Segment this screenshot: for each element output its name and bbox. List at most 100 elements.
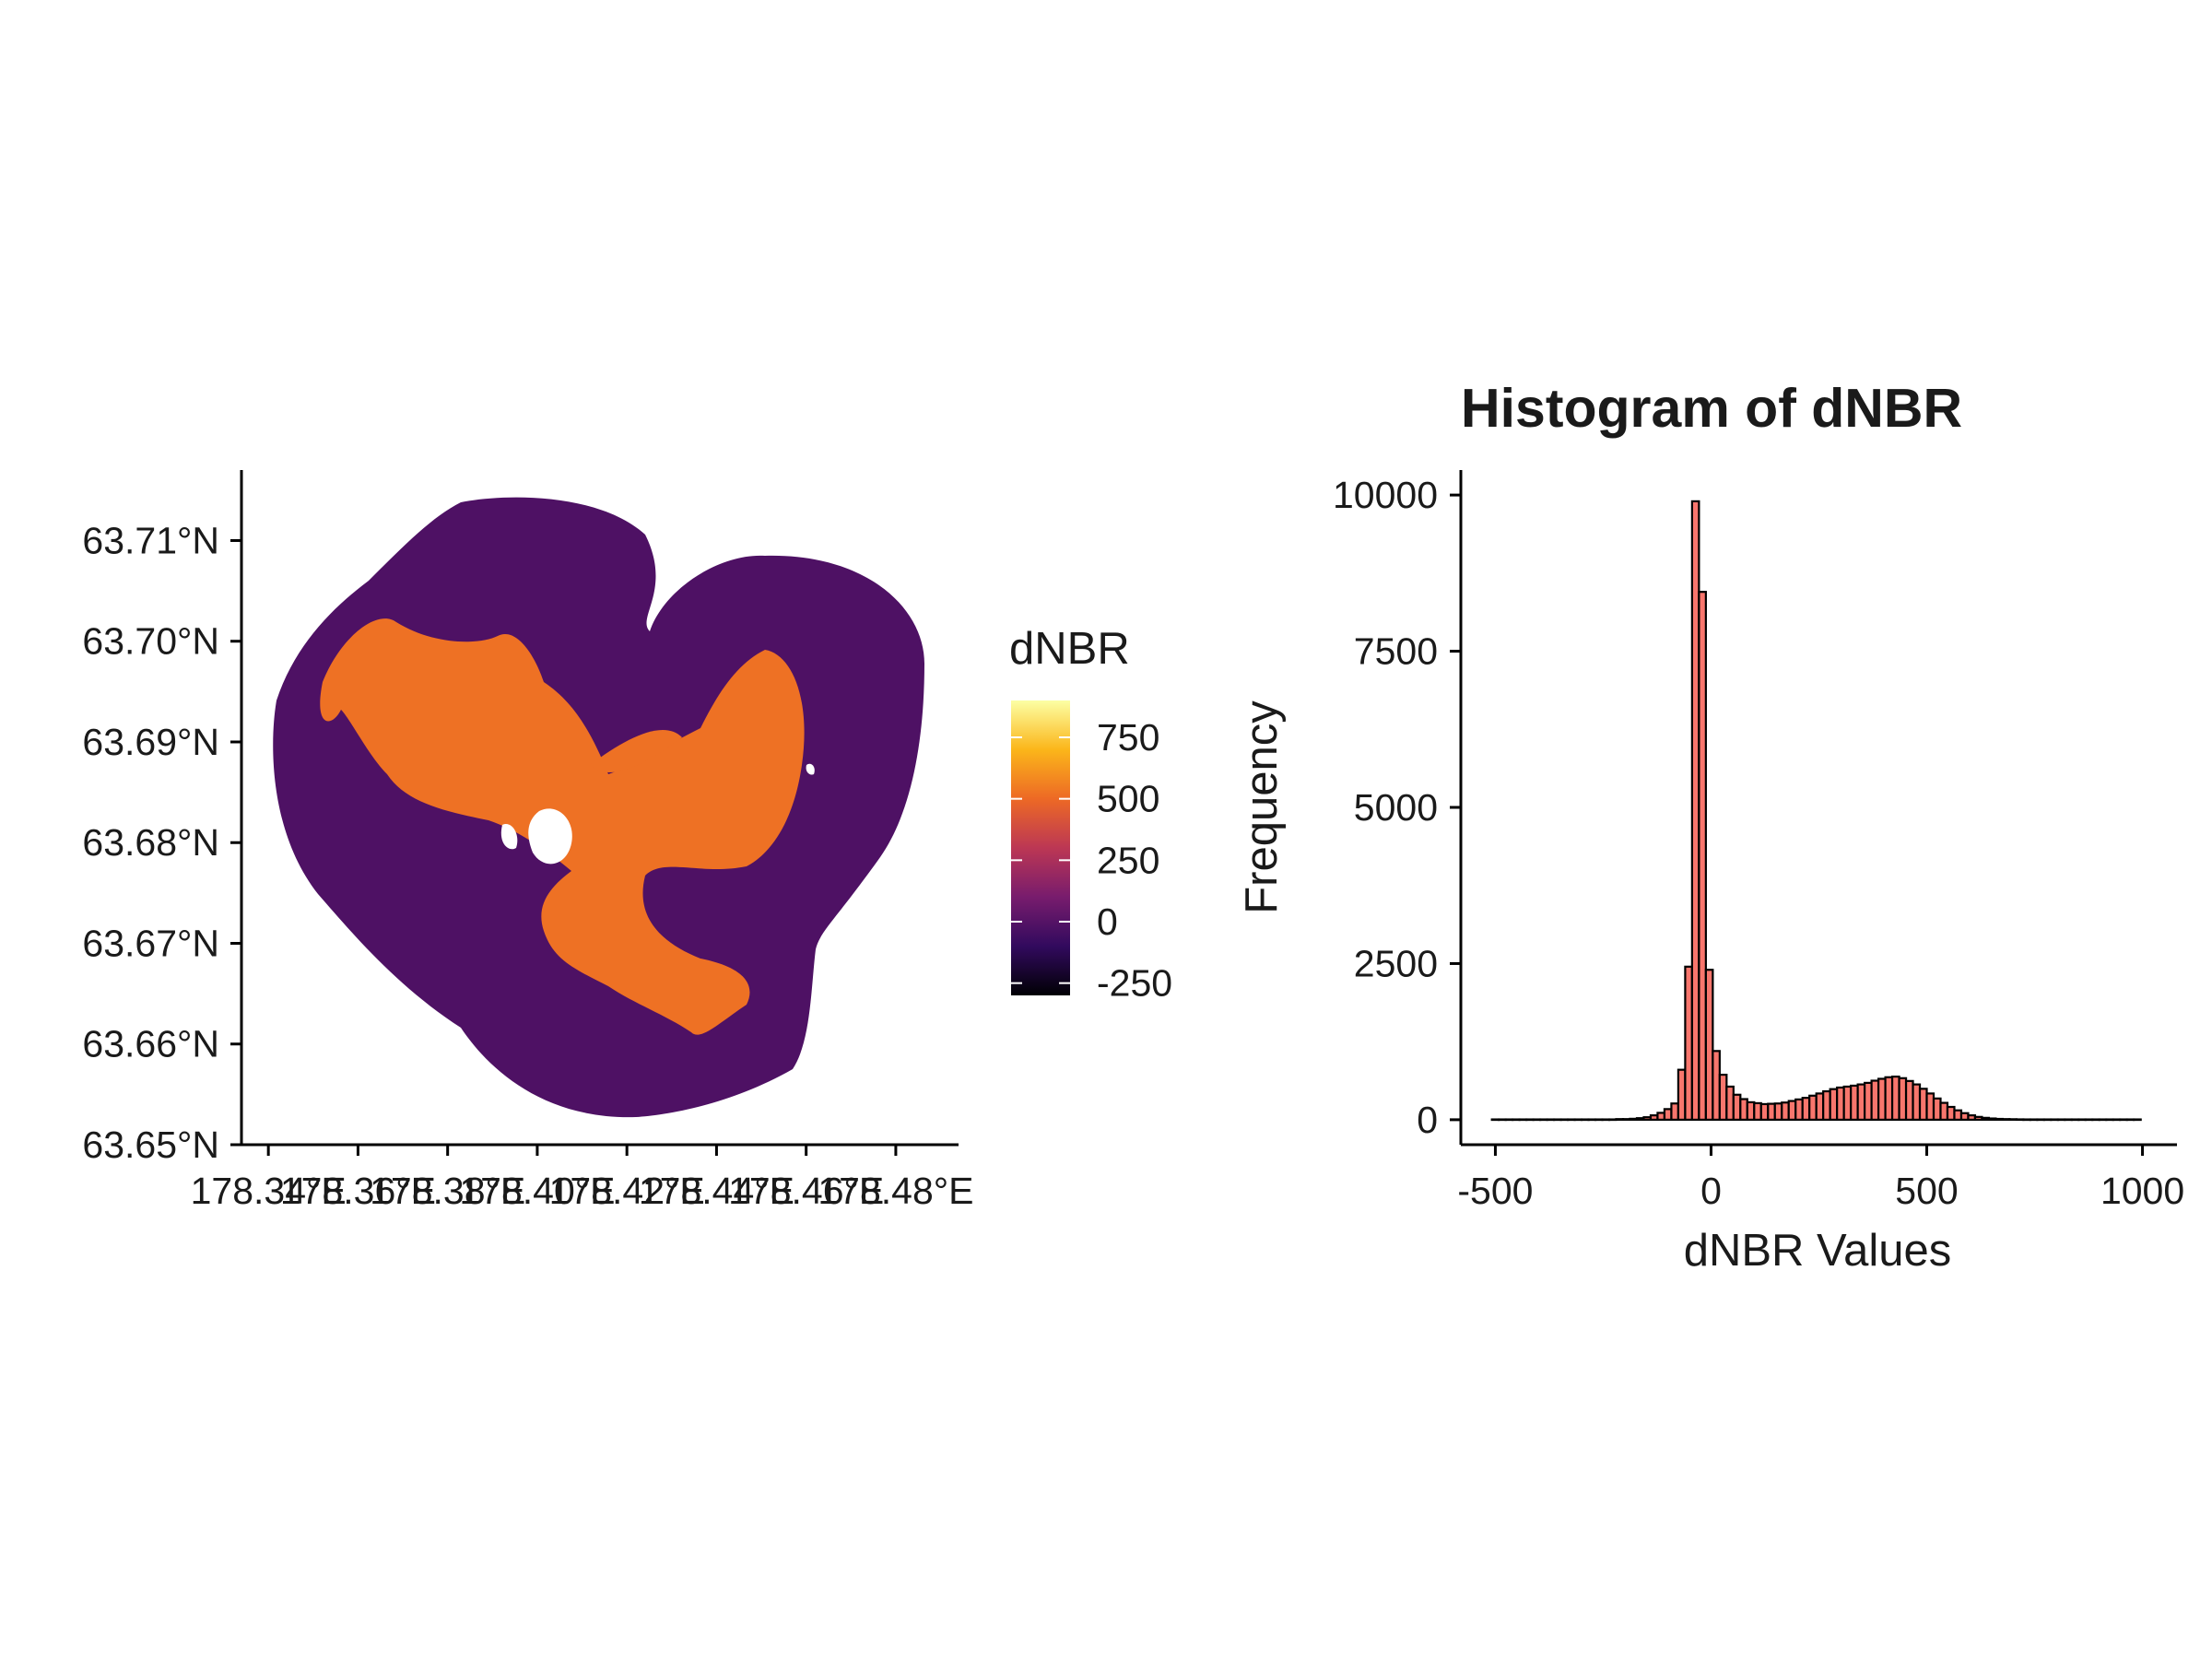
histogram-bar xyxy=(1690,500,1700,1121)
histogram-bar xyxy=(1663,1108,1673,1121)
histogram-bar xyxy=(1566,1118,1576,1122)
legend-title: dNBR xyxy=(1009,624,1130,674)
histogram-bar xyxy=(2105,1118,2114,1122)
map-x-tick-label: 178.44°E xyxy=(639,1170,794,1212)
histogram-bar xyxy=(2125,1118,2136,1122)
histogram-y-tick-label: 5000 xyxy=(1354,786,1438,829)
histogram-bar xyxy=(2112,1118,2122,1122)
histogram-bar xyxy=(1753,1101,1762,1121)
histogram-bar xyxy=(1981,1116,1991,1121)
histogram-bar xyxy=(1898,1077,1908,1121)
map-y-tick-label: 63.67°N xyxy=(82,922,219,964)
histogram-bar xyxy=(1518,1118,1528,1122)
histogram-bar xyxy=(1781,1101,1790,1121)
histogram-bar xyxy=(1698,591,1707,1121)
histogram-bar xyxy=(2029,1118,2039,1122)
histogram-x-tick-label: 0 xyxy=(1700,1170,1722,1212)
histogram-bar xyxy=(2064,1118,2073,1122)
histogram-bar xyxy=(2070,1118,2080,1122)
histogram-bar xyxy=(1525,1118,1535,1122)
histogram-bar xyxy=(1759,1102,1770,1121)
dnbr-map-panel: 63.65°N 63.66°N 63.67°N 63.68°N 63.69°N 63.70… xyxy=(82,470,974,1212)
map-y-tick-label: 63.69°N xyxy=(82,721,219,763)
histogram-x-tick-label: 1000 xyxy=(2100,1170,2184,1212)
histogram-bar xyxy=(1801,1097,1811,1121)
histogram-bar xyxy=(1925,1092,1936,1121)
legend-colorbar xyxy=(1011,700,1070,995)
map-y-tick-label: 63.71°N xyxy=(82,519,219,561)
legend-ticks: 750 500 250 0 -250 xyxy=(1011,716,1172,1005)
histogram-bar xyxy=(1732,1093,1742,1121)
histogram-bar xyxy=(1739,1098,1748,1121)
map-x-tick-label: 178.38°E xyxy=(370,1170,525,1212)
histogram-bar xyxy=(1684,965,1693,1121)
histogram-bar xyxy=(1884,1076,1894,1121)
histogram-bar xyxy=(1794,1098,1804,1121)
histogram-bar xyxy=(1918,1088,1928,1121)
histogram-x-ticks: -500 0 500 1000 xyxy=(1457,1145,2184,1212)
histogram-bar xyxy=(1725,1085,1735,1121)
histogram-bar xyxy=(1767,1102,1776,1121)
legend-tick-label: 750 xyxy=(1097,716,1159,759)
histogram-bar xyxy=(2119,1118,2128,1122)
histogram-bar xyxy=(1856,1083,1866,1121)
histogram-bar xyxy=(1890,1076,1900,1121)
histogram-bar xyxy=(2042,1118,2053,1122)
map-x-tick-label: 178.40°E xyxy=(459,1170,615,1212)
histogram-bar xyxy=(1677,1068,1687,1121)
map-x-tick-label: 178.42°E xyxy=(549,1170,705,1212)
histogram-bar xyxy=(1504,1118,1514,1122)
histogram-bar xyxy=(1649,1114,1659,1121)
histogram-bar xyxy=(1773,1102,1783,1121)
histogram-bar xyxy=(1587,1118,1597,1122)
map-y-tick-label: 63.65°N xyxy=(82,1124,219,1166)
map-no-data-holes xyxy=(500,763,815,865)
histogram-bar xyxy=(1946,1105,1956,1121)
map-y-ticks: 63.65°N 63.66°N 63.67°N 63.68°N 63.69°N 63.70… xyxy=(82,519,241,1166)
histogram-bar xyxy=(1573,1118,1583,1122)
histogram-bar xyxy=(1559,1118,1570,1122)
histogram-bar xyxy=(1787,1100,1797,1121)
histogram-bar xyxy=(1994,1117,2004,1121)
histogram-bar xyxy=(1712,1050,1721,1121)
histogram-bar xyxy=(1642,1116,1653,1121)
histogram-bar xyxy=(1670,1102,1680,1121)
map-x-tick-label: 178.48°E xyxy=(818,1170,973,1212)
histogram-bar xyxy=(2056,1118,2066,1122)
histogram-bar xyxy=(2133,1118,2142,1122)
histogram-bar xyxy=(1553,1118,1562,1122)
histogram-bar xyxy=(1635,1117,1645,1121)
map-y-tick-label: 63.68°N xyxy=(82,821,219,864)
histogram-y-tick-label: 0 xyxy=(1417,1099,1438,1141)
histogram-bar xyxy=(1656,1112,1666,1121)
map-raster xyxy=(273,497,924,1118)
dnbr-legend: dNBR 750 500 250 0 -250 xyxy=(1009,624,1172,1005)
histogram-bar xyxy=(2098,1118,2108,1122)
histogram-bar xyxy=(1850,1084,1859,1121)
histogram-bar xyxy=(2008,1118,2018,1121)
histogram-bar xyxy=(1718,1073,1728,1121)
histogram-bar xyxy=(1967,1114,1977,1121)
histogram-bar xyxy=(1601,1118,1611,1122)
legend-tick-label: 250 xyxy=(1097,839,1159,881)
histogram-bar xyxy=(1607,1118,1618,1122)
histogram-bar xyxy=(1987,1117,1997,1121)
histogram-bar xyxy=(1836,1086,1845,1121)
map-y-tick-label: 63.66°N xyxy=(82,1023,219,1065)
histogram-bar xyxy=(2022,1118,2031,1122)
histogram-bar xyxy=(1621,1118,1631,1121)
histogram-x-axis-title: dNBR Values xyxy=(1684,1226,1952,1276)
histogram-bar xyxy=(1580,1118,1590,1122)
histogram-bar xyxy=(2036,1118,2045,1122)
histogram-y-tick-label: 10000 xyxy=(1333,474,1438,516)
map-x-tick-label: 178.46°E xyxy=(728,1170,884,1212)
histogram-bar xyxy=(2001,1118,2011,1121)
histogram-bar xyxy=(1594,1118,1604,1122)
histogram-bar xyxy=(1539,1118,1548,1122)
histogram-bar xyxy=(1864,1081,1873,1121)
histogram-bar xyxy=(1815,1092,1825,1121)
histogram-bar xyxy=(1959,1112,1970,1121)
histogram-title: Histogram of dNBR xyxy=(1461,378,1962,439)
